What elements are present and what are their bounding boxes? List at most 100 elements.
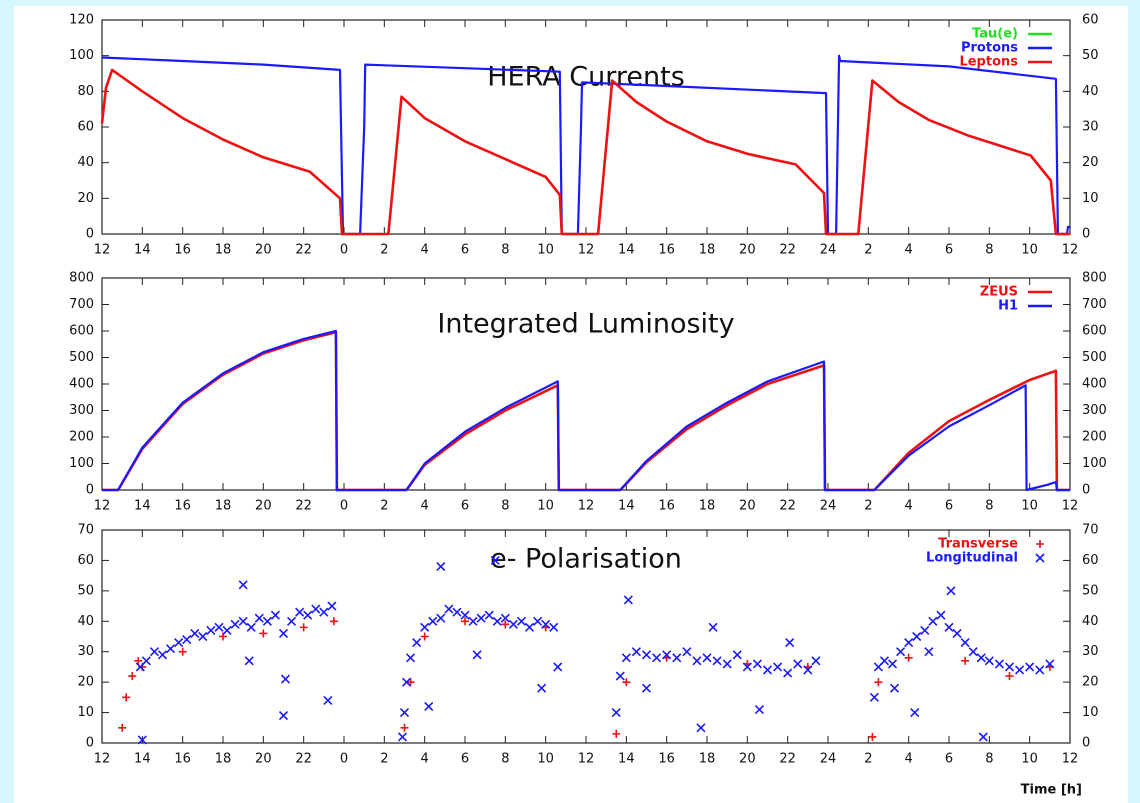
scatter-point (134, 656, 143, 665)
scatter-point (452, 607, 462, 617)
x-tick-label: 12 (1062, 752, 1079, 767)
scatter-point (137, 735, 147, 745)
x-tick-label: 22 (779, 499, 796, 514)
scatter-point (490, 555, 500, 565)
scatter-point (262, 616, 272, 626)
plot-background (14, 6, 1128, 803)
y-tick-label: 300 (69, 403, 94, 418)
x-tick-label: 18 (699, 752, 716, 767)
x-tick-label: 8 (985, 243, 993, 258)
x-tick-label: 4 (421, 499, 429, 514)
scatter-point (508, 619, 518, 629)
x-tick-label: 6 (461, 752, 469, 767)
scatter-point (190, 628, 200, 639)
scatter-point (984, 656, 994, 666)
y2-tick-label: 0 (1082, 227, 1090, 242)
x-tick-label: 6 (945, 499, 953, 514)
y2-tick-label: 20 (1082, 155, 1099, 170)
x-tick-label: 10 (1021, 752, 1038, 767)
scatter-point (682, 647, 692, 657)
scatter-point (793, 659, 803, 669)
scatter-point (936, 610, 946, 620)
scatter-point (920, 625, 930, 635)
x-tick-label: 16 (658, 752, 675, 767)
legend-label: ZEUS (980, 285, 1018, 300)
x-tick-label: 16 (174, 752, 191, 767)
y-tick-label: 40 (77, 614, 94, 629)
y-tick-label-right: 400 (1082, 377, 1107, 392)
y-tick-label: 120 (69, 13, 94, 28)
scatter-point (406, 678, 415, 687)
x-tick-label: 14 (618, 243, 635, 258)
scatter-point (420, 622, 430, 632)
scatter-point (978, 732, 988, 742)
chart-title: Integrated Luminosity (437, 309, 734, 340)
data-line (102, 331, 1070, 492)
scatter-point (732, 650, 742, 660)
x-tick-label: 12 (94, 752, 111, 767)
scatter-point (516, 616, 527, 626)
scatter-point (149, 647, 159, 657)
scatter-point (222, 625, 232, 635)
y-tick-label: 30 (77, 644, 94, 659)
x-axis-label: Time [h] (1021, 783, 1082, 798)
scatter-point (484, 610, 494, 620)
legend-label: Transverse (938, 537, 1018, 552)
scatter-point (994, 659, 1004, 669)
x-tick-label: 22 (779, 752, 796, 767)
chart-title: e- Polarisation (490, 544, 682, 575)
scatter-point (238, 616, 248, 626)
x-tick-label: 4 (905, 499, 913, 514)
scatter-point (259, 629, 268, 638)
x-tick-label: 10 (537, 243, 554, 258)
scatter-point (460, 610, 470, 620)
x-tick-label: 20 (255, 752, 272, 767)
scatter-point (960, 638, 970, 648)
scatter-point (696, 723, 706, 733)
y-tick-label-right: 30 (1082, 644, 1099, 659)
scatter-point (672, 653, 682, 663)
x-tick-label: 2 (380, 499, 388, 514)
x-tick-label: 16 (658, 499, 675, 514)
scatter-point (424, 701, 434, 712)
scatter-point (754, 704, 764, 715)
y-tick-label: 40 (77, 155, 94, 170)
x-tick-label: 6 (461, 499, 469, 514)
y-tick-label-right: 50 (1082, 583, 1099, 598)
x-tick-label: 14 (618, 752, 635, 767)
x-tick-label: 22 (295, 752, 312, 767)
scatter-point (662, 650, 672, 660)
scatter-point (206, 625, 216, 635)
y-tick-label: 600 (69, 324, 94, 339)
x-tick-label: 10 (1021, 243, 1038, 258)
x-tick-label: 2 (380, 243, 388, 258)
scatter-point (1045, 659, 1055, 669)
scatter-point (622, 678, 631, 687)
y-tick-label-right: 300 (1082, 403, 1107, 418)
scatter-point (641, 683, 652, 693)
x-tick-label: 8 (501, 499, 509, 514)
x-tick-label: 24 (820, 243, 837, 258)
y-tick-label: 0 (86, 483, 94, 498)
scatter-point (327, 601, 337, 611)
x-tick-label: 18 (215, 499, 232, 514)
y-tick-label-right: 0 (1082, 736, 1090, 751)
y-tick-label: 50 (77, 583, 94, 598)
x-tick-label: 14 (134, 499, 151, 514)
scatter-point (621, 653, 631, 663)
scatter-point (783, 668, 793, 678)
scatter-point (924, 647, 934, 657)
x-tick-label: 12 (578, 752, 595, 767)
y-tick-label: 0 (86, 736, 94, 751)
scatter-point (524, 622, 535, 632)
legend-label: Leptons (959, 55, 1018, 70)
x-tick-label: 24 (820, 499, 837, 514)
x-tick-label: 10 (537, 499, 554, 514)
y-tick-label: 700 (69, 297, 94, 312)
scatter-point (246, 622, 256, 632)
scatter-point (612, 729, 621, 738)
x-tick-label: 24 (820, 752, 837, 767)
scatter-point (631, 647, 641, 657)
scatter-point (615, 671, 625, 681)
data-line (102, 329, 1070, 492)
